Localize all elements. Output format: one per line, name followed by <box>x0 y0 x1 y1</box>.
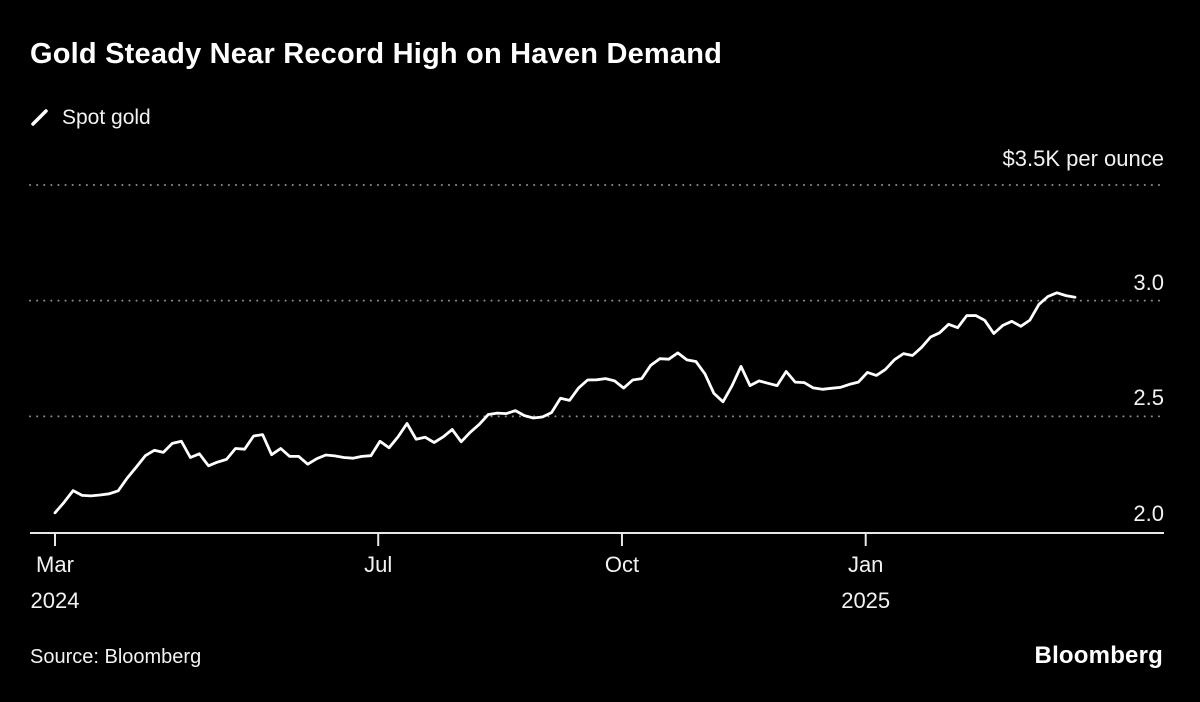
x-tick-year-2024: 2024 <box>30 588 80 613</box>
y-tick-label-2.0: 2.0 <box>1133 501 1164 526</box>
spot-gold-price-line <box>53 291 1077 515</box>
legend: Spot gold <box>30 106 151 130</box>
chart-title: Gold Steady Near Record High on Haven De… <box>30 38 723 70</box>
y-tick-label-3.0: 3.0 <box>1133 269 1164 295</box>
x-tick-label-mar: Mar <box>36 552 74 577</box>
legend-label-spot-gold: Spot gold <box>62 106 151 129</box>
x-tick-label-jan: Jan <box>847 552 884 577</box>
x-tick-label-oct: Oct <box>604 552 640 577</box>
y-tick-label-2.5: 2.5 <box>1133 385 1164 411</box>
source-credit: Source: Bloomberg <box>30 646 202 668</box>
line-swatch-icon <box>30 108 50 128</box>
bloomberg-logo: Bloomberg <box>1034 642 1163 669</box>
y-axis-unit-label: $3.5K per ounce <box>1002 146 1164 171</box>
x-tick-label-jul: Jul <box>364 552 393 577</box>
x-tick-year-2025: 2025 <box>841 588 891 613</box>
